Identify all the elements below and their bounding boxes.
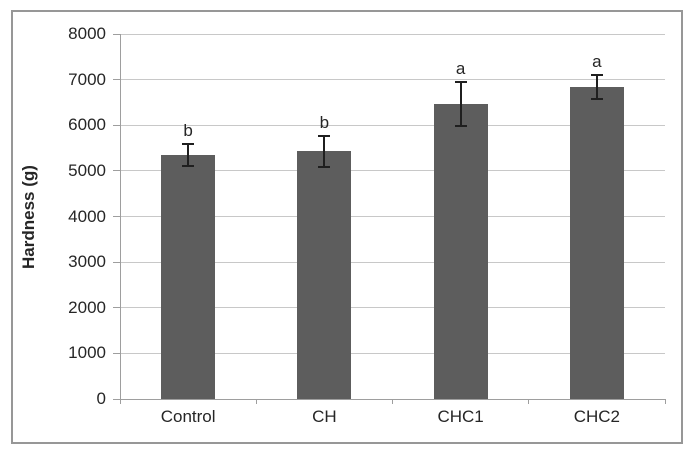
bar xyxy=(433,104,488,399)
y-tick-mark xyxy=(113,352,120,354)
y-axis-title: Hardness (g) xyxy=(19,164,38,269)
error-bar-cap-top xyxy=(318,134,331,137)
error-bar-cap-bottom xyxy=(454,125,467,128)
y-tick-label: 1000 xyxy=(68,343,106,363)
y-tick-label: 8000 xyxy=(68,24,106,43)
y-tick-mark xyxy=(113,124,120,126)
gridline xyxy=(120,124,665,126)
x-tick-mark xyxy=(119,399,121,404)
sig-letter: a xyxy=(455,59,466,79)
gridline xyxy=(120,261,665,263)
error-bar-cap-bottom xyxy=(182,164,195,167)
gridline xyxy=(120,352,665,354)
bar xyxy=(297,151,352,399)
error-bar-cap-top xyxy=(590,74,603,77)
error-bar-line xyxy=(187,143,190,166)
sig-letter: b xyxy=(319,112,330,132)
y-tick-label: 3000 xyxy=(68,252,106,272)
gridline xyxy=(120,33,665,35)
y-tick-mark xyxy=(113,79,120,81)
y-tick-label: 2000 xyxy=(68,297,106,317)
sig-letter: a xyxy=(592,52,602,72)
x-tick-mark xyxy=(528,399,530,404)
y-tick-mark xyxy=(113,216,120,217)
y-tick-label: 6000 xyxy=(68,115,106,135)
bar xyxy=(569,87,624,399)
gridline xyxy=(120,307,665,309)
gridline xyxy=(120,79,665,81)
error-bar-cap-bottom xyxy=(318,165,331,168)
x-category-label: CHC1 xyxy=(437,407,484,426)
error-bar-line xyxy=(595,75,598,100)
sig-letter: b xyxy=(183,120,193,140)
error-bar-cap-top xyxy=(182,142,195,145)
y-tick-label: 7000 xyxy=(68,69,106,89)
x-category-label: CH xyxy=(312,407,337,426)
y-tick-mark xyxy=(113,33,120,35)
y-tick-mark xyxy=(113,261,120,263)
y-tick-label: 5000 xyxy=(68,160,106,180)
gridline xyxy=(120,170,665,172)
x-category-label: CHC2 xyxy=(573,407,621,426)
y-tick-mark xyxy=(113,170,120,172)
y-tick-label: 4000 xyxy=(68,206,106,226)
error-bar-cap-bottom xyxy=(590,98,603,101)
y-axis-line xyxy=(120,34,121,399)
x-category-label: Control xyxy=(160,407,216,426)
error-bar-cap-top xyxy=(454,81,467,84)
gridline xyxy=(120,216,665,217)
y-tick-label: 0 xyxy=(96,389,106,408)
x-tick-mark xyxy=(392,399,393,404)
y-tick-mark xyxy=(113,398,120,400)
x-tick-mark xyxy=(255,399,257,404)
bar xyxy=(161,154,216,399)
error-bar-line xyxy=(459,82,462,127)
x-tick-mark xyxy=(664,399,666,404)
error-bar-line xyxy=(323,135,326,167)
y-tick-mark xyxy=(113,307,120,309)
